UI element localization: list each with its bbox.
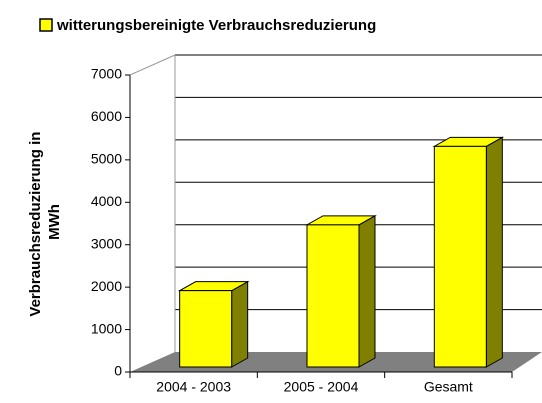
- y-tick-label: 0: [114, 363, 122, 379]
- bar-side: [231, 280, 249, 368]
- y-axis-label: Verbrauchsreduzierung in MWh: [27, 127, 63, 316]
- y-tick-label: 7000: [91, 66, 122, 82]
- legend-swatch: [39, 18, 53, 32]
- y-tick-label: 5000: [91, 151, 122, 167]
- y-tick-label: 4000: [91, 193, 122, 209]
- x-tick-label: Gesamt: [424, 379, 473, 395]
- x-tick-label: 2004 - 2003: [156, 379, 231, 395]
- y-tick-label: 6000: [91, 108, 122, 124]
- y-axis-top: [129, 54, 176, 76]
- bar: [433, 145, 487, 368]
- y-axis-label-line: Verbrauchsreduzierung in: [27, 132, 44, 317]
- y-tick-label: 1000: [91, 320, 122, 336]
- bar-side: [485, 136, 503, 368]
- bar: [306, 224, 360, 368]
- bar: [179, 290, 233, 368]
- y-tick-label: 3000: [91, 235, 122, 251]
- legend-label: witterungsbereinigte Verbrauchsreduzieru…: [56, 17, 376, 34]
- y-tick-label: 2000: [91, 278, 122, 294]
- bar-side: [358, 215, 376, 368]
- y-axis-label-line: MWh: [46, 204, 63, 240]
- x-tick-label: 2005 - 2004: [284, 379, 359, 395]
